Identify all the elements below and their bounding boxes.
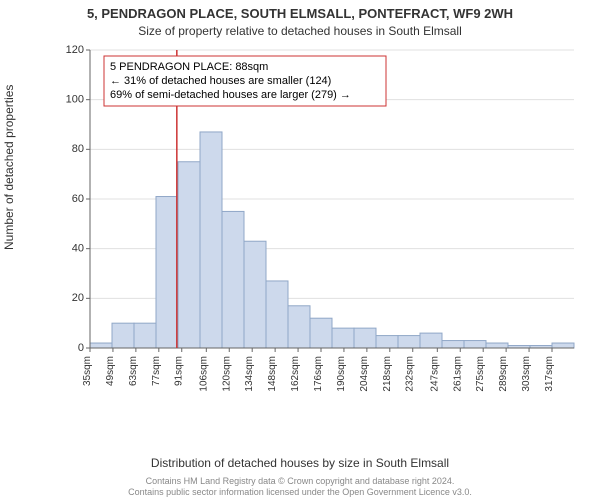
info-box-line: 5 PENDRAGON PLACE: 88sqm: [110, 61, 268, 73]
histogram-bar: [464, 341, 486, 348]
histogram-bar: [134, 323, 156, 348]
x-tick-label: 261sqm: [452, 356, 463, 392]
y-axis-label: Number of detached properties: [2, 85, 16, 250]
chart-title-sub: Size of property relative to detached ho…: [0, 24, 600, 38]
x-tick-label: 77sqm: [151, 356, 162, 386]
histogram-bar: [398, 336, 420, 348]
histogram-bar: [354, 328, 376, 348]
histogram-bar: [266, 281, 288, 348]
x-tick-label: 190sqm: [336, 356, 347, 392]
histogram-bar: [376, 336, 398, 348]
histogram-bar: [442, 341, 464, 348]
info-box-line: ← 31% of detached houses are smaller (12…: [110, 75, 331, 87]
histogram-bar: [420, 333, 442, 348]
histogram-bar: [288, 306, 310, 348]
histogram-bar: [90, 343, 112, 348]
x-tick-label: 91sqm: [174, 356, 185, 386]
histogram-bar: [156, 197, 178, 348]
svg-text:0: 0: [78, 342, 84, 354]
x-tick-label: 247sqm: [429, 356, 440, 392]
x-tick-label: 218sqm: [382, 356, 393, 392]
chart-svg: 0 20 40 60 80 100 120 35sqm 49sqm 63sqm 77sqm 91sqm…: [60, 44, 580, 404]
histogram-bar: [178, 162, 200, 348]
x-tick-label: 63sqm: [128, 356, 139, 386]
x-tick-label: 275sqm: [475, 356, 486, 392]
histogram-bar: [200, 132, 222, 348]
x-tick-label: 303sqm: [521, 356, 532, 392]
histogram-bar: [222, 211, 244, 348]
x-tick-label: 289sqm: [498, 356, 509, 392]
x-tick-label: 35sqm: [82, 356, 93, 386]
x-tick-label: 134sqm: [244, 356, 255, 392]
x-tick-label: 317sqm: [544, 356, 555, 392]
x-tick-label: 148sqm: [267, 356, 278, 392]
svg-text:120: 120: [66, 44, 84, 56]
x-tick-label: 162sqm: [290, 356, 301, 392]
histogram-bar: [112, 323, 134, 348]
copyright-line-1: Contains HM Land Registry data © Crown c…: [146, 476, 455, 486]
histogram-bar: [244, 241, 266, 348]
svg-text:20: 20: [72, 292, 84, 304]
svg-text:60: 60: [72, 193, 84, 205]
histogram-bar: [552, 343, 574, 348]
info-box-line: 69% of semi-detached houses are larger (…: [110, 89, 351, 101]
copyright-line-2: Contains public sector information licen…: [128, 487, 472, 497]
x-tick-label: 204sqm: [359, 356, 370, 392]
copyright-notice: Contains HM Land Registry data © Crown c…: [0, 476, 600, 498]
x-tick-label: 49sqm: [105, 356, 116, 386]
x-tick-label: 176sqm: [313, 356, 324, 392]
histogram-bar: [310, 318, 332, 348]
x-tick-label: 232sqm: [405, 356, 416, 392]
chart-plot-area: 0 20 40 60 80 100 120 35sqm 49sqm 63sqm 77sqm 91sqm…: [60, 44, 580, 404]
svg-text:100: 100: [66, 94, 84, 106]
x-tick-label: 120sqm: [221, 356, 232, 392]
svg-text:80: 80: [72, 143, 84, 155]
svg-text:40: 40: [72, 243, 84, 255]
chart-title-main: 5, PENDRAGON PLACE, SOUTH ELMSALL, PONTE…: [0, 6, 600, 21]
x-tick-label: 106sqm: [198, 356, 209, 392]
histogram-bar: [332, 328, 354, 348]
histogram-bar: [486, 343, 508, 348]
x-axis-label: Distribution of detached houses by size …: [0, 456, 600, 470]
